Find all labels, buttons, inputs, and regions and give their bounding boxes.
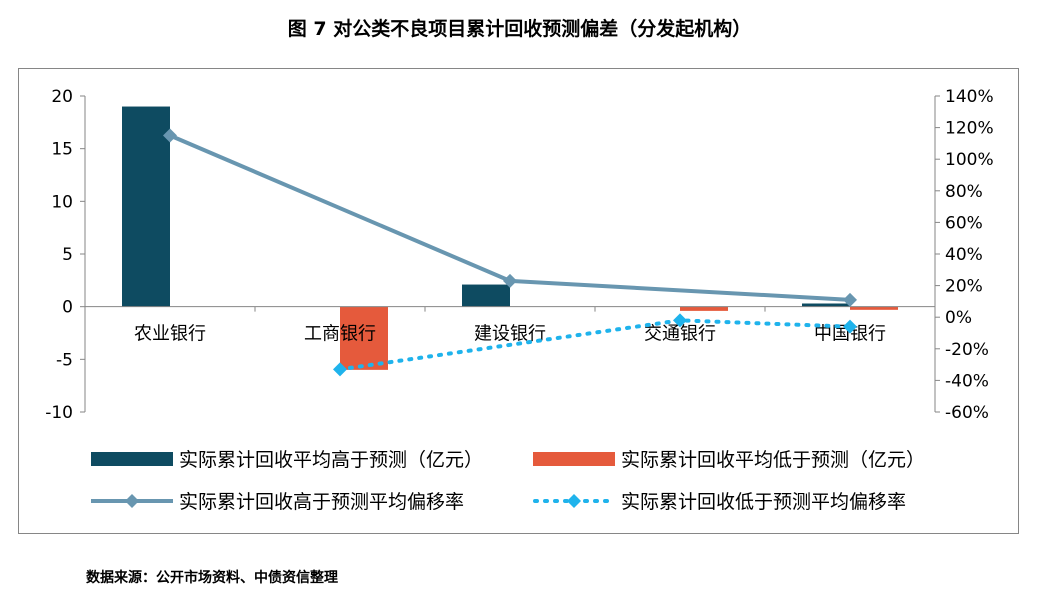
chart-frame: 20 15 10 5 0 -5 -10 140% 120% 100% 80% 60% 40% 20% 0% -… xyxy=(18,68,1019,534)
line-high-marker xyxy=(843,292,857,307)
category-label: 建设银行 xyxy=(474,324,546,345)
legend-label-line-high: 实际累计回收高于预测平均偏移率 xyxy=(179,491,464,513)
y-right-tick-label: 20% xyxy=(945,277,983,297)
line-low-marker xyxy=(333,362,347,377)
legend-label-bar-low: 实际累计回收平均低于预测（亿元） xyxy=(621,449,925,471)
legend-marker-line-low xyxy=(567,494,581,508)
legend-label-bar-high: 实际累计回收平均高于预测（亿元） xyxy=(179,449,483,471)
line-low xyxy=(338,318,852,372)
legend-swatch-bar-low xyxy=(533,452,615,466)
legend-swatch-bar-high xyxy=(91,452,173,466)
line-high-marker xyxy=(503,273,517,288)
y-right-tick-label: 80% xyxy=(945,182,983,202)
category-label: 工商银行 xyxy=(304,324,376,345)
bar-low xyxy=(680,306,728,311)
y-right-tick-label: 120% xyxy=(945,119,994,139)
y-left-tick-label: -5 xyxy=(56,350,73,370)
y-right-tick-label: 100% xyxy=(945,150,994,170)
legend-marker-line-high xyxy=(125,494,139,508)
y-left-tick-label: 5 xyxy=(62,245,73,265)
bar-high xyxy=(462,284,510,307)
chart-svg: 20 15 10 5 0 -5 -10 140% 120% 100% 80% 60% 40% 20% 0% -… xyxy=(45,87,994,513)
line-low-marker xyxy=(843,319,857,334)
chart-title: 图 7 对公类不良项目累计回收预测偏差（分发起机构） xyxy=(287,18,752,40)
bar-low xyxy=(340,306,388,370)
line-low-marker xyxy=(673,313,687,328)
source-note: 数据来源：公开市场资料、中债资信整理 xyxy=(86,570,338,586)
y-left-tick-label: 0 xyxy=(62,298,73,318)
y-right-tick-label: 0% xyxy=(945,308,972,328)
y-left-tick-label: 10 xyxy=(51,192,73,212)
y-right-tick-label: -20% xyxy=(945,340,989,360)
y-left-tick-label: 20 xyxy=(51,87,73,107)
bar-low xyxy=(850,306,898,310)
category-label: 农业银行 xyxy=(134,324,206,345)
y-left-tick-label: -10 xyxy=(45,403,73,423)
legend-label-line-low: 实际累计回收低于预测平均偏移率 xyxy=(621,491,906,513)
bar-high xyxy=(802,303,850,307)
y-right-tick-label: -40% xyxy=(945,371,989,391)
category-label: 交通银行 xyxy=(644,324,716,345)
y-right-tick-label: 40% xyxy=(945,245,983,265)
y-right-tick-label: 140% xyxy=(945,87,994,107)
y-left-tick-label: 15 xyxy=(51,140,73,160)
y-right-tick-label: 60% xyxy=(945,213,983,233)
y-right-tick-label: -60% xyxy=(945,403,989,423)
category-label: 中国银行 xyxy=(814,324,886,345)
line-high-marker xyxy=(163,128,177,143)
bar-high xyxy=(122,106,170,307)
